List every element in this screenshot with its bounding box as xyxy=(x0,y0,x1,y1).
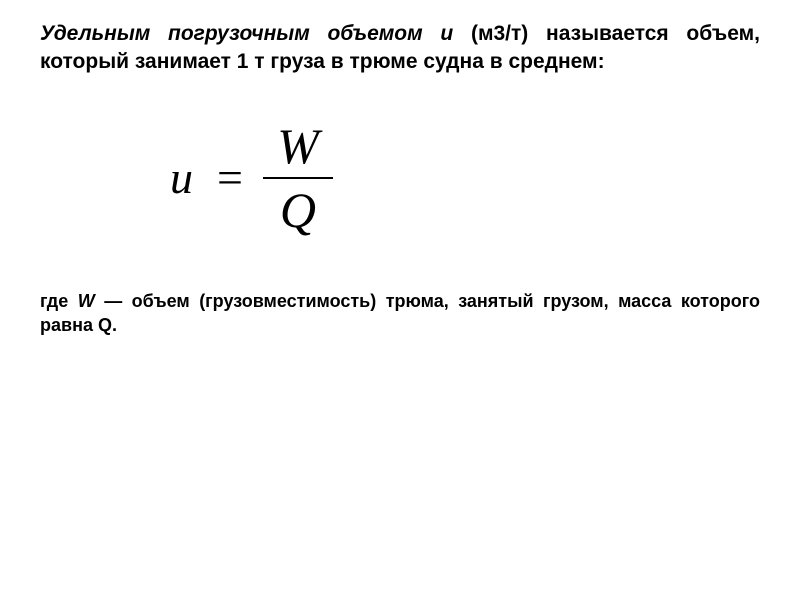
explanation-variable: W xyxy=(78,291,95,311)
definition-unit: (м3/т) xyxy=(471,22,528,45)
definition-term: Удельным погрузочным объемом xyxy=(40,22,423,45)
formula-numerator: W xyxy=(267,117,329,177)
formula-block: u = W Q xyxy=(170,117,760,239)
definition-paragraph: Удельным погрузочным объемом u (м3/т) на… xyxy=(40,20,760,77)
definition-variable: u xyxy=(440,22,453,45)
explanation-prefix: где xyxy=(40,291,78,311)
explanation-text: — объем (грузовместимость) трюма, заняты… xyxy=(40,291,760,335)
formula-fraction: W Q xyxy=(263,117,333,239)
formula-equals: = xyxy=(217,151,243,204)
formula-lhs: u xyxy=(170,151,193,204)
formula-denominator: Q xyxy=(270,179,326,239)
explanation-paragraph: где W — объем (грузовместимость) трюма, … xyxy=(40,289,760,338)
